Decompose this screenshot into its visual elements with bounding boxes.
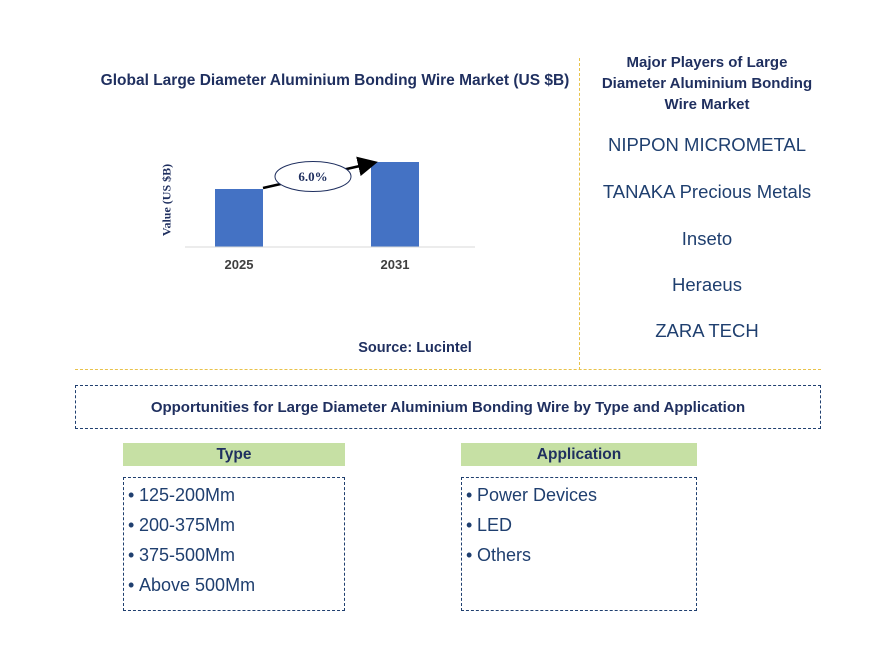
opportunities-banner: Opportunities for Large Diameter Alumini… xyxy=(75,385,821,429)
type-item: • 375-500Mm xyxy=(128,540,344,570)
type-item: • 125-200Mm xyxy=(128,480,344,510)
type-item: • 200-375Mm xyxy=(128,510,344,540)
horizontal-divider xyxy=(75,369,821,370)
x-tick-label: 2025 xyxy=(225,257,254,272)
cagr-label: 6.0% xyxy=(298,169,327,184)
bullet: • xyxy=(128,575,135,595)
player-item: Inseto xyxy=(681,228,733,249)
source-label: Source: Lucintel xyxy=(358,340,472,356)
application-item: • LED xyxy=(466,510,696,540)
bullet: • xyxy=(128,485,135,505)
players-title: Major Players of Large Diameter Aluminiu… xyxy=(601,54,813,113)
type-header: Type xyxy=(123,443,345,466)
application-list: • Power Devices • LED • Others xyxy=(461,477,697,611)
bullet: • xyxy=(466,485,473,505)
opportunities-title: Opportunities for Large Diameter Alumini… xyxy=(150,398,746,416)
type-item: • Above 500Mm xyxy=(128,570,344,600)
x-tick-label: 2031 xyxy=(381,257,410,272)
cagr-bubble xyxy=(274,161,352,192)
bar-2031 xyxy=(371,162,419,247)
player-item: NIPPON MICROMETAL xyxy=(607,134,807,155)
player-item: ZARA TECH xyxy=(655,320,759,341)
vertical-divider xyxy=(579,58,580,370)
bar-chart: 6.0% 2025 2031 xyxy=(185,156,475,272)
application-header: Application xyxy=(461,443,697,466)
player-item: Heraeus xyxy=(672,274,742,295)
application-item: • Power Devices xyxy=(466,480,696,510)
chart-title: Global Large Diameter Aluminium Bonding … xyxy=(100,72,570,89)
type-list: • 125-200Mm • 200-375Mm • 375-500Mm • Above … xyxy=(123,477,345,611)
application-item: • Others xyxy=(466,540,696,570)
bar-2025 xyxy=(215,189,263,247)
bullet: • xyxy=(128,545,135,565)
player-item: TANAKA Precious Metals xyxy=(602,181,812,202)
bullet: • xyxy=(128,515,135,535)
bullet: • xyxy=(466,515,473,535)
bullet: • xyxy=(466,545,473,565)
